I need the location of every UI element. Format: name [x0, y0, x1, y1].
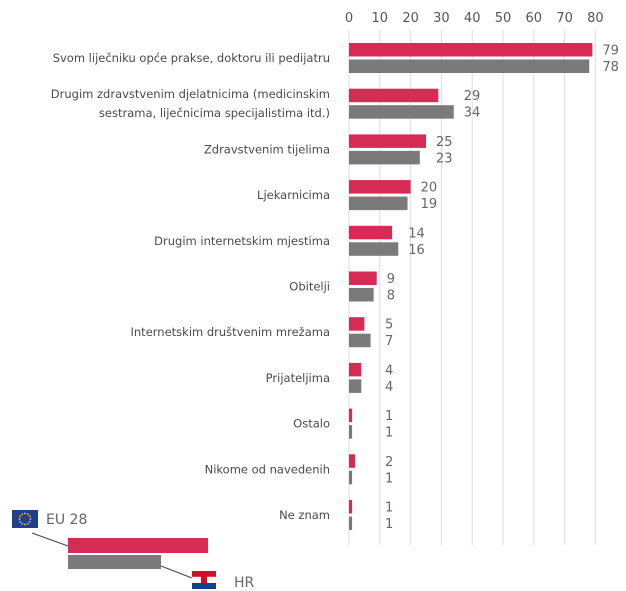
x-tick-label: 80 — [587, 11, 604, 26]
legend-pointer-eu28 — [31, 532, 69, 547]
bar-eu28 — [349, 317, 365, 331]
category-label: Drugim internetskim mjestima — [154, 234, 330, 248]
bar-hr — [349, 242, 399, 256]
category-label: Svom liječniku opće prakse, doktoru ili … — [53, 51, 330, 65]
value-label-hr: 16 — [408, 243, 425, 258]
x-tick-label: 10 — [372, 11, 389, 26]
value-label-eu28: 14 — [408, 226, 425, 241]
croatia-flag-blue-stripe — [192, 583, 216, 589]
eu-flag-star — [28, 515, 31, 518]
category-label: Zdravstvenim tijelima — [204, 142, 330, 156]
value-label-hr: 19 — [421, 197, 438, 212]
category-label: Nikome od navedenih — [205, 462, 330, 476]
bar-eu28 — [349, 454, 356, 468]
bar-eu28 — [349, 271, 377, 285]
category-label: Prijateljima — [266, 371, 330, 385]
value-label-eu28: 1 — [385, 409, 393, 424]
value-label-eu28: 5 — [385, 318, 393, 333]
bar-hr — [349, 333, 371, 348]
x-tick-label: 0 — [345, 11, 353, 26]
category-label: sestrama, liječnicima specijalistima itd… — [99, 106, 330, 120]
bar-hr — [349, 59, 590, 73]
bar-hr — [349, 516, 353, 530]
category-label: Obitelji — [289, 280, 330, 294]
value-label-eu28: 1 — [385, 501, 393, 516]
value-label-eu28: 2 — [385, 455, 393, 470]
category-labels: Svom liječniku opće prakse, doktoru ili … — [51, 51, 330, 522]
x-tick-label: 60 — [526, 11, 543, 26]
value-label-hr: 23 — [436, 151, 453, 166]
value-label-hr: 1 — [385, 426, 393, 441]
value-label-eu28: 29 — [464, 89, 481, 104]
legend: EU 28 HR — [12, 510, 255, 591]
croatia-flag-shield — [201, 575, 207, 583]
eu-flag-star — [26, 522, 29, 525]
x-tick-label: 70 — [556, 11, 573, 26]
category-label: Ne znam — [279, 508, 330, 522]
value-label-eu28: 79 — [602, 44, 619, 59]
legend-swatch-eu28 — [68, 538, 208, 553]
bar-eu28 — [349, 134, 426, 148]
value-label-hr: 78 — [602, 60, 619, 75]
x-tick-label: 40 — [464, 11, 481, 26]
bar-eu28 — [349, 408, 353, 423]
eu-flag-star — [24, 523, 26, 526]
bar-hr — [349, 470, 353, 485]
eu-flag-star — [18, 518, 21, 520]
category-label: Drugim zdravstvenim djelatnicima (medici… — [51, 87, 330, 101]
bar-hr — [349, 196, 408, 211]
bar-hr — [349, 288, 374, 302]
croatia-flag-icon — [192, 571, 216, 577]
bar-hr — [349, 105, 454, 119]
bar-eu28 — [349, 88, 439, 103]
eu-flag-star — [24, 512, 26, 515]
legend-swatch-hr — [68, 555, 161, 569]
value-label-hr: 7 — [385, 334, 393, 349]
value-label-hr: 34 — [464, 106, 481, 121]
value-label-hr: 8 — [387, 289, 395, 304]
bar-eu28 — [349, 225, 393, 240]
eu-flag-star — [19, 515, 22, 518]
legend-label-eu28: EU 28 — [46, 512, 87, 528]
bar-hr — [349, 379, 362, 393]
value-label-eu28: 25 — [436, 135, 453, 150]
category-label: Ostalo — [293, 417, 330, 431]
value-label-hr: 1 — [385, 471, 393, 486]
value-label-hr: 4 — [385, 380, 393, 395]
bars — [349, 43, 593, 530]
eu-flag-star — [21, 522, 24, 525]
eu-flag-star — [29, 518, 32, 520]
value-label-hr: 1 — [385, 517, 393, 532]
bar-eu28 — [349, 180, 411, 194]
eu-flag-star — [19, 520, 22, 523]
category-label: Ljekarnicima — [257, 188, 330, 202]
x-tick-label: 50 — [495, 11, 512, 26]
category-label: Internetskim društvenim mrežama — [131, 325, 331, 339]
eu-flag-star — [21, 513, 24, 516]
bar-eu28 — [349, 362, 362, 377]
x-tick-label: 20 — [402, 11, 419, 26]
bar-eu28 — [349, 43, 593, 57]
value-label-eu28: 20 — [421, 181, 438, 196]
bar-hr — [349, 425, 353, 439]
bar-eu28 — [349, 500, 353, 514]
value-label-eu28: 9 — [387, 272, 395, 287]
x-axis-ticks: 0 10 20 30 40 50 60 70 80 — [345, 11, 604, 26]
legend-pointer-hr — [160, 565, 193, 579]
bar-hr — [349, 150, 420, 165]
x-tick-label: 30 — [433, 11, 450, 26]
eu-flag-icon — [12, 510, 38, 528]
legend-label-hr: HR — [234, 575, 255, 591]
eu-flag-star — [26, 513, 29, 516]
value-label-eu28: 4 — [385, 363, 393, 378]
eu-flag-star — [28, 520, 31, 523]
